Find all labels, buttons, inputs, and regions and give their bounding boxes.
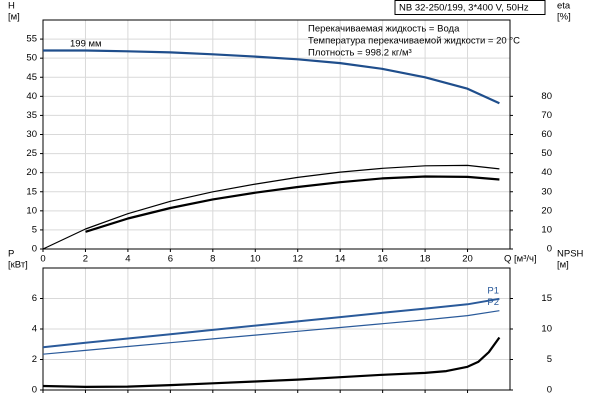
y2-axis-label: eta: [557, 1, 571, 12]
x-tick-label: 16: [377, 254, 388, 265]
x-tick-label: 12: [292, 254, 303, 265]
y2-tick-label: 30: [541, 186, 552, 197]
x-tick-label: 14: [335, 254, 346, 265]
series-line: [42, 336, 501, 388]
y2-axis-unit: [м]: [557, 260, 569, 271]
y2-axis-unit: [%]: [557, 12, 571, 23]
y2-axis-label: NPSH: [557, 249, 584, 260]
y2-tick-label: 50: [541, 148, 552, 159]
y-axis-unit: [м]: [8, 12, 20, 23]
plot-frame: [42, 267, 511, 391]
y2-tick-label: 15: [541, 293, 552, 304]
y-tick-label: 40: [26, 91, 37, 102]
title-box: [394, 0, 546, 15]
x-tick-label: 2: [83, 254, 88, 265]
series-line: [42, 297, 500, 349]
y2-tick-label: 70: [541, 110, 552, 121]
series-line: [42, 164, 500, 250]
y2-tick-label: 0: [547, 244, 552, 255]
y-axis-label: H: [8, 1, 15, 12]
plot-frame: [42, 19, 511, 250]
x-tick-label: 18: [420, 254, 431, 265]
y2-tick-label: 10: [541, 224, 552, 235]
y-tick-label: 50: [26, 53, 37, 64]
annotation: 199 мм: [70, 39, 102, 50]
y-tick-label: 0: [32, 244, 37, 255]
annotation: Перекачиваемая жидкость = Вода: [308, 24, 460, 35]
x-tick-label: 20: [462, 254, 473, 265]
y-tick-label: 30: [26, 129, 37, 140]
y2-tick-label: 80: [541, 91, 552, 102]
y2-tick-label: 5: [547, 354, 552, 365]
y-tick-label: 45: [26, 72, 37, 83]
y-tick-label: 25: [26, 148, 37, 159]
x-tick-label: 10: [250, 254, 261, 265]
y-tick-label: 55: [26, 34, 37, 45]
x-tick-label: 4: [125, 254, 130, 265]
y-tick-label: 35: [26, 110, 37, 121]
series-label: P1: [487, 285, 499, 296]
annotation: Плотность = 998.2 кг/м³: [308, 48, 412, 59]
series-label: P2: [487, 297, 499, 308]
y2-tick-label: 20: [541, 205, 552, 216]
x-axis-label: Q [м³/ч]: [504, 254, 537, 265]
y-tick-label: 4: [32, 324, 37, 335]
x-tick-label: 8: [210, 254, 215, 265]
y-tick-label: 5: [32, 224, 37, 235]
y-tick-label: 10: [26, 205, 37, 216]
y2-tick-label: 40: [541, 167, 552, 178]
y-tick-label: 2: [32, 354, 37, 365]
y-tick-label: 20: [26, 167, 37, 178]
series-line: [85, 175, 500, 233]
y-tick-label: 0: [32, 385, 37, 396]
x-tick-label: 0: [40, 254, 45, 265]
x-tick-label: 6: [168, 254, 173, 265]
y-tick-label: 15: [26, 186, 37, 197]
y2-tick-label: 60: [541, 129, 552, 140]
y-axis-label: P: [8, 249, 14, 260]
y2-tick-label: 0: [547, 385, 552, 396]
y-tick-label: 6: [32, 293, 37, 304]
y-axis-unit: [кВт]: [8, 260, 28, 271]
series-line: [43, 49, 500, 105]
y2-tick-label: 10: [541, 324, 552, 335]
annotation: Температура перекачиваемой жидкости = 20…: [308, 36, 520, 47]
chart-title: NB 32-250/199, 3*400 V, 50Hz: [399, 3, 529, 14]
series-line: [42, 310, 500, 355]
